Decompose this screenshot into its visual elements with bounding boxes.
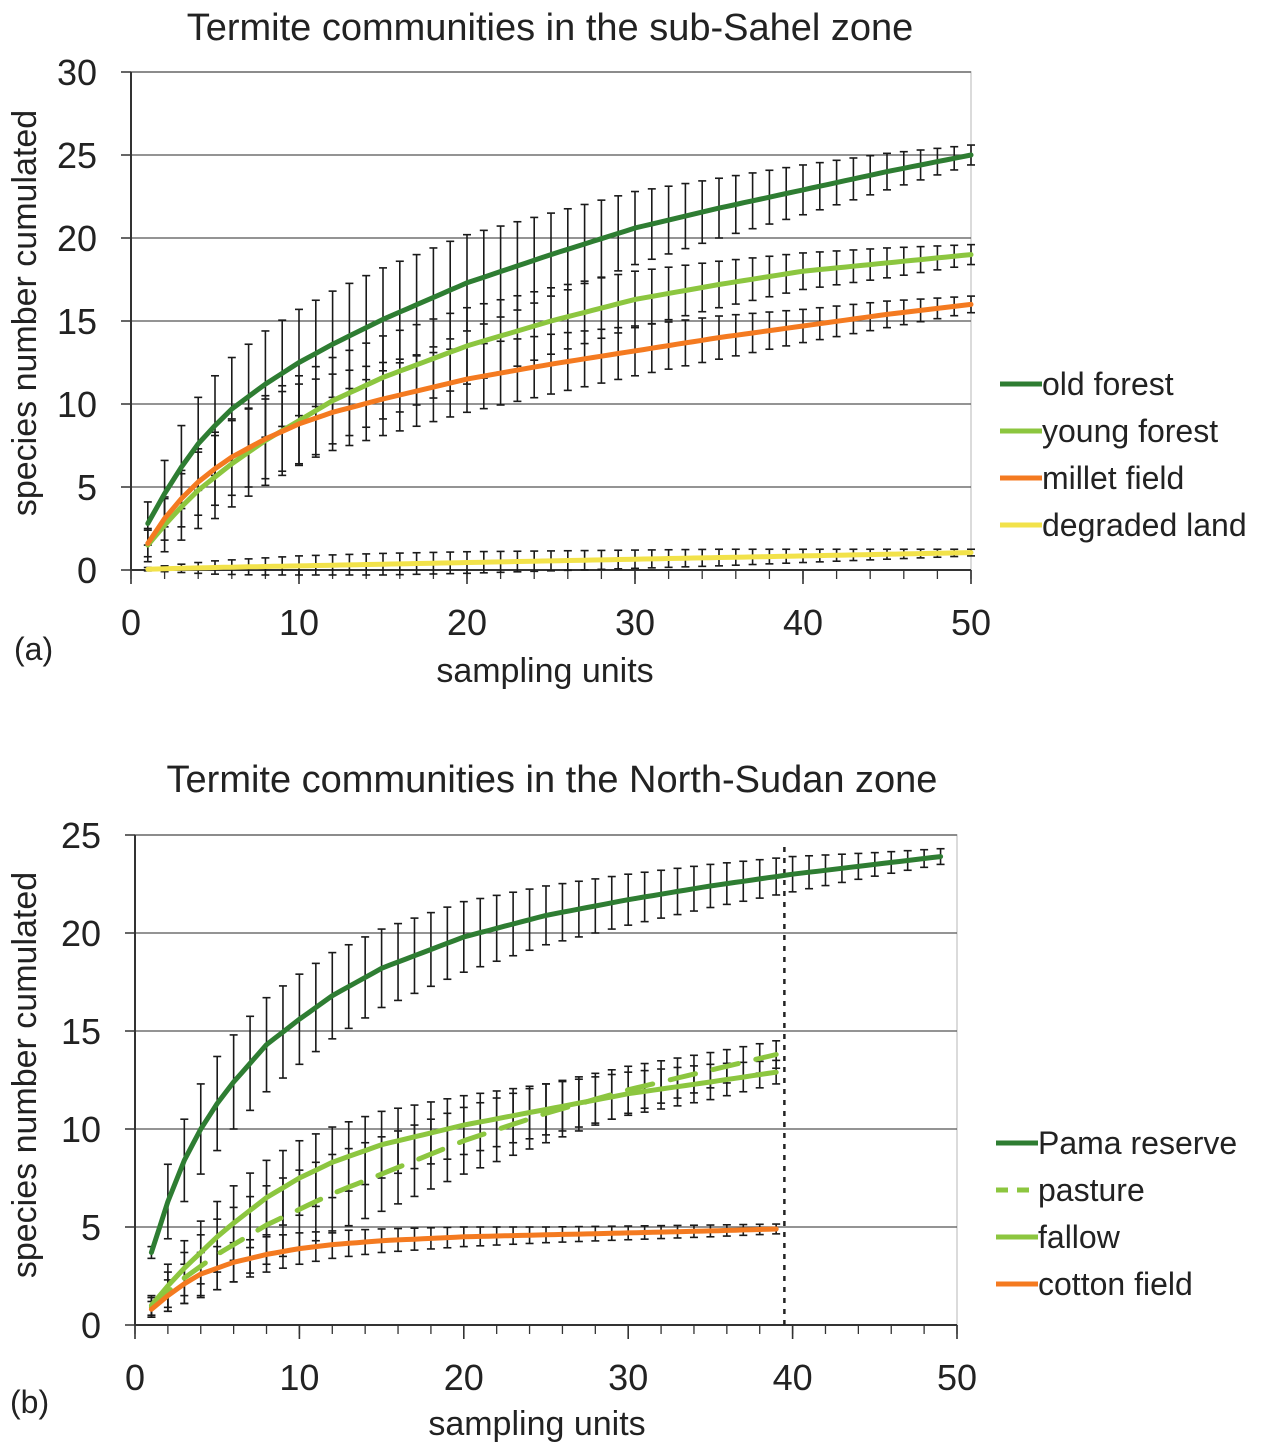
- panel-b-legend: Pama reserve pasture fallow cotton field: [996, 1125, 1237, 1302]
- legend-label: degraded land: [1042, 507, 1247, 543]
- panel-b: Termite communities in the North-Sudan z…: [6, 759, 1237, 1443]
- panel-a-xlabel: sampling units: [436, 652, 653, 690]
- legend-label: millet field: [1042, 460, 1184, 496]
- y-tick-label: 20: [61, 913, 101, 954]
- x-tick-label: 20: [444, 1357, 484, 1398]
- x-tick-label: 50: [937, 1357, 977, 1398]
- panel-a-ylabel: species number cumulated: [6, 110, 44, 516]
- series-line-pasture: [148, 1052, 779, 1310]
- panel-a-label: (a): [14, 631, 53, 667]
- y-tick-label: 5: [77, 467, 97, 508]
- legend-label: young forest: [1042, 413, 1218, 449]
- y-tick-label: 0: [81, 1305, 101, 1346]
- x-tick-label: 50: [951, 602, 991, 643]
- series-line-millet-field: [145, 301, 974, 546]
- panel-b-plot-area: 0 5 10 15 20 25 0 10 20 30 40 50: [61, 815, 977, 1398]
- series-line-Pama-reserve: [148, 854, 944, 1255]
- y-tick-label: 5: [81, 1207, 101, 1248]
- x-tick-label: 10: [279, 602, 319, 643]
- legend-label: cotton field: [1038, 1266, 1193, 1302]
- panel-a-legend: old forest young forest millet field degrad…: [1000, 366, 1247, 543]
- x-tick-label: 20: [447, 602, 487, 643]
- x-tick-label: 0: [125, 1357, 145, 1398]
- x-tick-label: 40: [783, 602, 823, 643]
- panel-b-title: Termite communities in the North-Sudan z…: [167, 759, 938, 801]
- y-tick-label: 20: [57, 218, 97, 259]
- legend-label: pasture: [1038, 1172, 1145, 1208]
- panel-a-title: Termite communities in the sub-Sahel zon…: [187, 7, 914, 49]
- panel-a-plot-area: 0 5 10 15 20 25 30 0 10 20 30 40 50: [57, 52, 991, 643]
- panel-a: Termite communities in the sub-Sahel zon…: [6, 7, 1247, 690]
- x-tick-label: 30: [615, 602, 655, 643]
- panel-b-ylabel: species number cumulated: [6, 872, 44, 1278]
- y-tick-label: 25: [61, 815, 101, 856]
- series-line-cotton-field: [148, 1226, 779, 1312]
- panel-b-label: (b): [10, 1384, 49, 1420]
- series-line-old-forest: [145, 152, 974, 526]
- legend-label: fallow: [1038, 1219, 1121, 1255]
- x-tick-label: 0: [121, 602, 141, 643]
- x-tick-label: 40: [773, 1357, 813, 1398]
- y-tick-label: 10: [57, 384, 97, 425]
- y-tick-label: 30: [57, 52, 97, 93]
- series-line-fallow: [148, 1069, 779, 1308]
- x-tick-label: 30: [608, 1357, 648, 1398]
- y-tick-label: 0: [77, 550, 97, 591]
- y-tick-label: 15: [57, 301, 97, 342]
- x-tick-label: 10: [279, 1357, 319, 1398]
- y-tick-label: 25: [57, 135, 97, 176]
- legend-label: old forest: [1042, 366, 1174, 402]
- y-tick-label: 10: [61, 1109, 101, 1150]
- legend-label: Pama reserve: [1038, 1125, 1237, 1161]
- series-line-degraded-land: [145, 550, 974, 572]
- panel-b-xlabel: sampling units: [428, 1405, 645, 1443]
- y-tick-label: 15: [61, 1011, 101, 1052]
